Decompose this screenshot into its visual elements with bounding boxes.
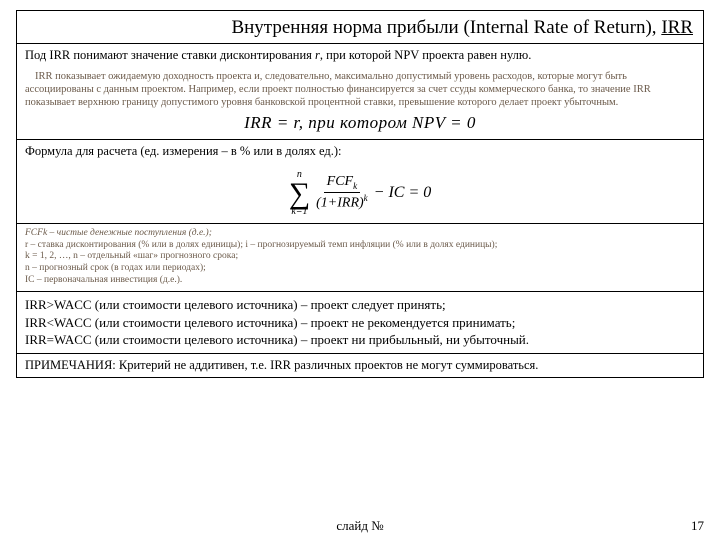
formula-label: Формула для расчета (ед. измерения – в %…: [25, 144, 695, 160]
intro-para2: IRR показывает ожидаемую доходность прое…: [25, 70, 695, 109]
sigma-block: n ∑ k=1: [289, 170, 310, 217]
def-2: r – ставка дисконтирования (% или в доля…: [25, 240, 695, 252]
formula1-wrap: IRR = r, при котором NPV = 0: [25, 109, 695, 135]
formula1: IRR = r, при котором NPV = 0: [244, 113, 476, 132]
def-1: FCFk – чистые денежные поступления (д.е.…: [25, 228, 695, 240]
defs-row: FCFk – чистые денежные поступления (д.е.…: [17, 224, 703, 292]
intro-row: Под IRR понимают значение ставки дисконт…: [17, 44, 703, 140]
den-a: (1+: [316, 196, 337, 211]
intro-line1: Под IRR понимают значение ставки дисконт…: [25, 48, 695, 64]
den-irr: IRR: [337, 196, 359, 211]
rule-3: IRR=WACC (или стоимости целевого источни…: [25, 331, 695, 349]
rule-1: IRR>WACC (или стоимости целевого источни…: [25, 296, 695, 314]
title-irr: IRR: [661, 17, 693, 38]
rules-row: IRR>WACC (или стоимости целевого источни…: [17, 292, 703, 354]
formula2: n ∑ k=1 FCFk (1+IRR)k − IC = 0: [289, 170, 432, 217]
def-3: k = 1, 2, …, n – отдельный «шаг» прогноз…: [25, 251, 695, 263]
def-4: n – прогнозный срок (в годах или периода…: [25, 263, 695, 275]
intro-1a: Под IRR понимают значение ставки дисконт…: [25, 48, 315, 62]
intro-1b: , при которой NPV проекта равен нулю.: [320, 48, 531, 62]
sigma-bot: k=1: [291, 207, 307, 217]
formula-tail: − IC = 0: [374, 184, 432, 202]
fraction: FCFk (1+IRR)k: [316, 175, 368, 212]
note-row: ПРИМЕЧАНИЯ: Критерий не аддитивен, т.е. …: [17, 354, 703, 377]
def-5: IC – первоначальная инвестиция (д.е.).: [25, 275, 695, 287]
title-row: Внутренняя норма прибыли (Internal Rate …: [17, 11, 703, 44]
title-text: Внутренняя норма прибыли (Internal Rate …: [231, 17, 661, 38]
formula2-wrap: n ∑ k=1 FCFk (1+IRR)k − IC = 0: [25, 160, 695, 219]
sigma-icon: ∑: [289, 180, 310, 207]
fraction-den: (1+IRR)k: [316, 193, 368, 211]
footer: слайд № 17: [16, 518, 704, 534]
rule-2: IRR<WACC (или стоимости целевого источни…: [25, 314, 695, 332]
formula-row: Формула для расчета (ед. измерения – в %…: [17, 140, 703, 224]
footer-slide: слайд №: [16, 518, 704, 534]
fraction-num: FCFk: [324, 175, 360, 193]
